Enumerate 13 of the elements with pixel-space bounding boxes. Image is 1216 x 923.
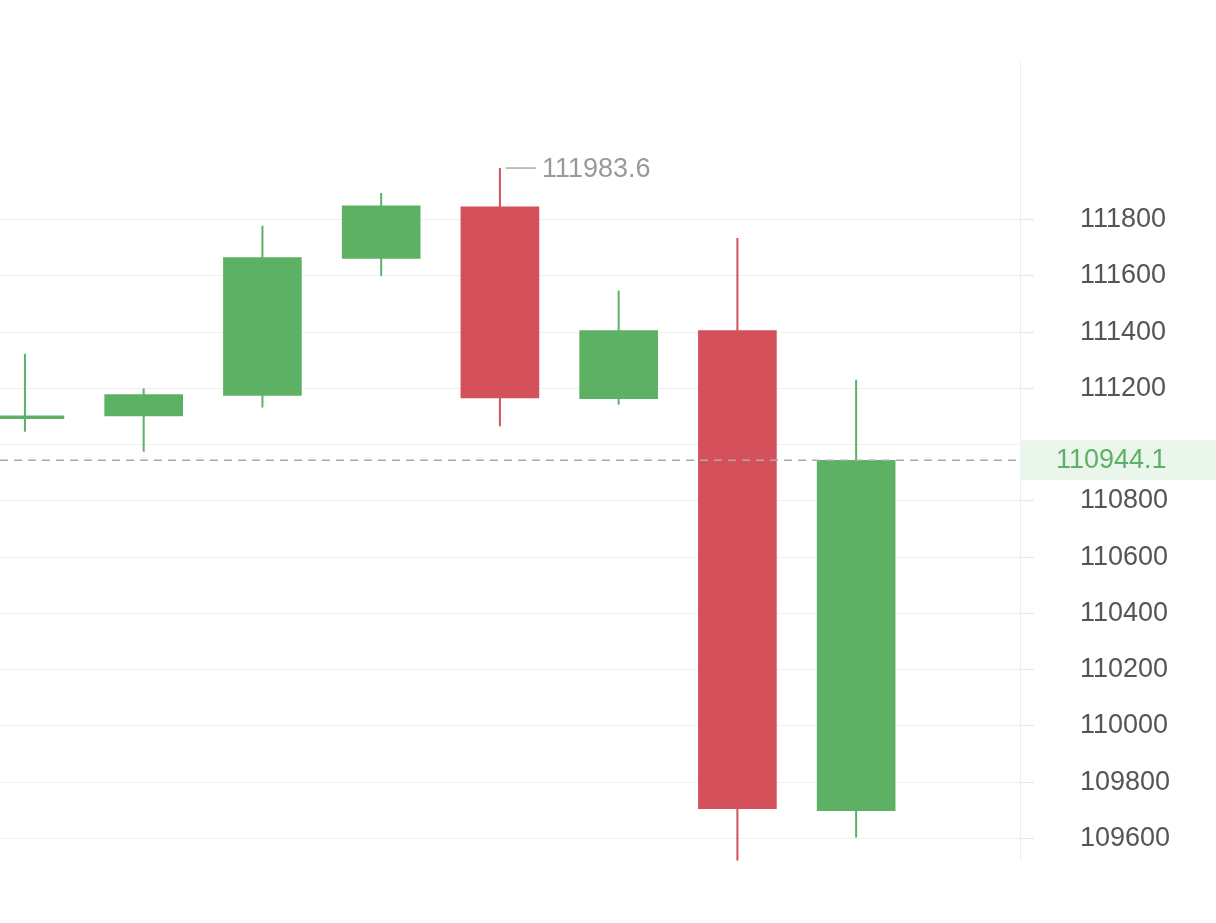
y-tick-label: 110400 <box>1080 596 1169 627</box>
ref-line-label: 110944.1 <box>1056 443 1167 474</box>
y-tick-label: 111200 <box>1080 371 1167 402</box>
y-tick-label: 110600 <box>1080 540 1169 571</box>
y-tick-label: 111600 <box>1080 259 1167 290</box>
y-tick-label: 109800 <box>1080 765 1171 796</box>
y-tick-label: 110000 <box>1080 709 1169 740</box>
annotation: 111983.6 <box>541 153 651 184</box>
y-tick-label: 109600 <box>1080 821 1171 852</box>
y-tick-label: 110200 <box>1080 653 1169 684</box>
y-tick-label: 110800 <box>1080 484 1169 515</box>
y-tick-label: 111800 <box>1080 203 1167 234</box>
y-tick-label: 111400 <box>1080 315 1167 346</box>
